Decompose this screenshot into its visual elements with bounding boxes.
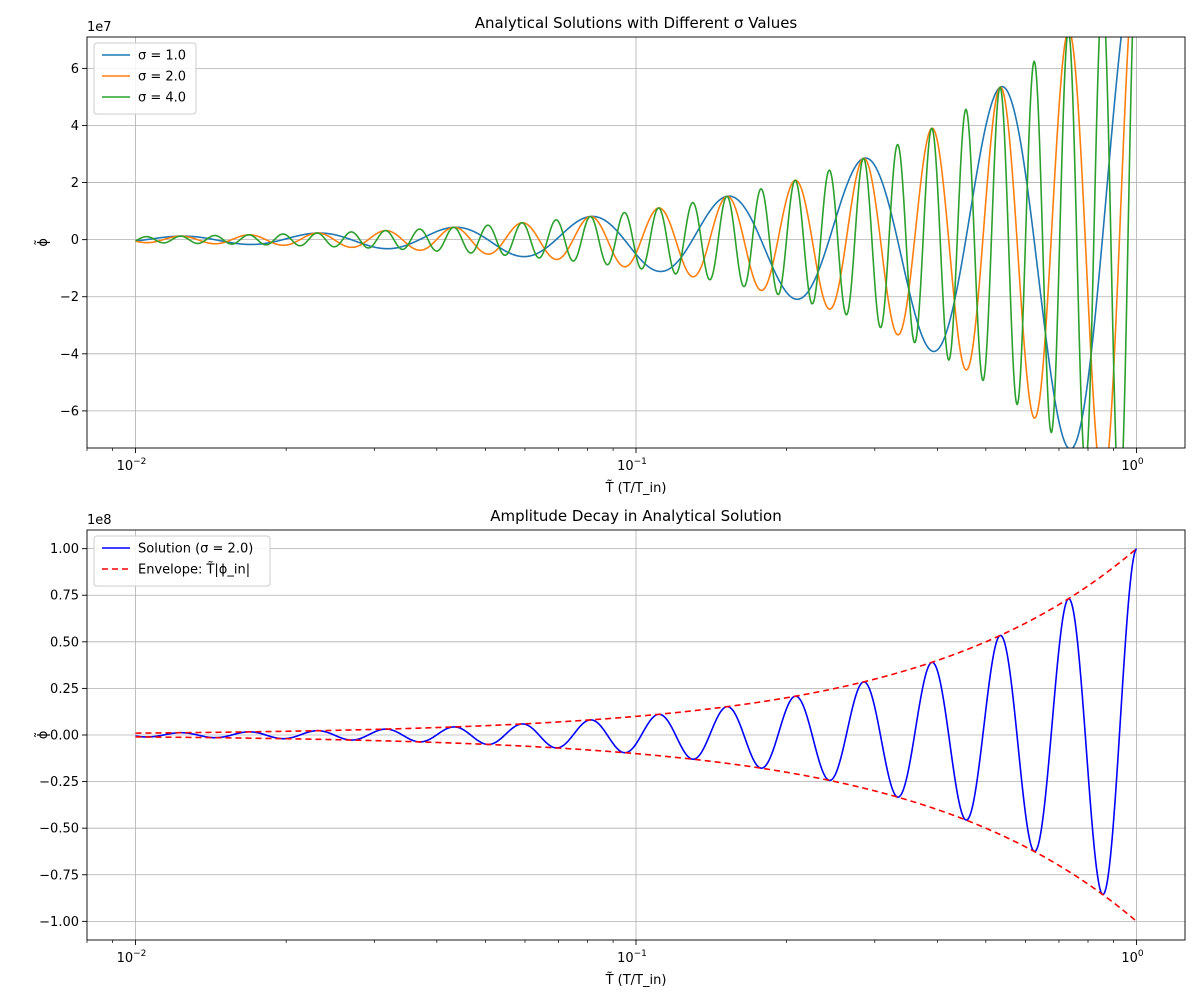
x-tick-label-base: 10	[617, 951, 634, 966]
y-tick-label: −0.50	[39, 822, 79, 837]
x-axis-label: T̃ (T/T_in)	[605, 973, 667, 988]
y-tick-label: 2	[71, 176, 79, 191]
y-tick-label: 6	[71, 62, 79, 77]
y-tick-label: 0.25	[50, 682, 79, 697]
x-tick-label-exponent: 0	[1138, 949, 1144, 959]
x-tick-label-base: 10	[1121, 951, 1138, 966]
x-tick-label: 100	[1121, 949, 1144, 966]
y-tick-label: −6	[60, 404, 79, 419]
y-tick-label: 1.00	[50, 542, 79, 557]
x-tick-label-base: 10	[1121, 459, 1138, 474]
y-tick-label: 0.00	[50, 729, 79, 744]
series-line-1	[135, 548, 1138, 896]
series-line-3	[135, 736, 1138, 922]
y-tick-label: 0	[71, 233, 79, 248]
y-tick-label: −2	[60, 290, 79, 305]
y-tick-label: −0.25	[39, 775, 79, 790]
chart-title: Amplitude Decay in Analytical Solution	[490, 507, 781, 525]
legend-label-3: σ = 4.0	[138, 91, 186, 106]
legend-label-2: Envelope: T̃|ϕ_in|	[138, 562, 250, 577]
x-tick-label: 10−1	[617, 949, 647, 966]
chart-title: Analytical Solutions with Different σ Va…	[475, 14, 798, 32]
y-offset-label: 1e7	[87, 20, 112, 35]
series-line-2	[135, 548, 1138, 734]
y-tick-label: 0.50	[50, 635, 79, 650]
x-tick-label-exponent: 0	[1138, 457, 1144, 467]
legend-label-1: Solution (σ = 2.0)	[138, 542, 253, 557]
y-offset-label: 1e8	[87, 513, 112, 528]
x-tick-label: 10−1	[617, 457, 647, 474]
x-tick-label-base: 10	[617, 459, 634, 474]
x-tick-label: 10−2	[117, 949, 147, 966]
legend-box	[93, 535, 271, 587]
y-axis-label: ϕ̃	[35, 731, 51, 740]
y-tick-label: 4	[71, 119, 79, 134]
series-line-3	[135, 37, 1134, 448]
x-tick-label-exponent: −1	[634, 949, 647, 959]
legend-label-2: σ = 2.0	[138, 70, 186, 85]
x-tick-label: 100	[1121, 457, 1144, 474]
x-tick-label: 10−2	[117, 457, 147, 474]
x-tick-label-base: 10	[117, 459, 134, 474]
y-tick-label: −1.00	[39, 915, 79, 930]
chart-2: 10−2 10−1 100−1.00−0.75−0.50−0.250.000.250…	[35, 507, 1186, 988]
legend-label-1: σ = 1.0	[138, 49, 186, 64]
x-tick-label-exponent: −2	[133, 949, 146, 959]
y-tick-label: 0.75	[50, 589, 79, 604]
x-tick-label-base: 10	[117, 951, 134, 966]
y-tick-label: −4	[60, 347, 79, 362]
x-tick-label-exponent: −1	[634, 457, 647, 467]
y-axis-label: ϕ̃	[35, 238, 51, 247]
y-tick-label: −0.75	[39, 868, 79, 883]
x-tick-label-exponent: −2	[133, 457, 146, 467]
x-axis-label: T̃ (T/T_in)	[605, 481, 667, 496]
